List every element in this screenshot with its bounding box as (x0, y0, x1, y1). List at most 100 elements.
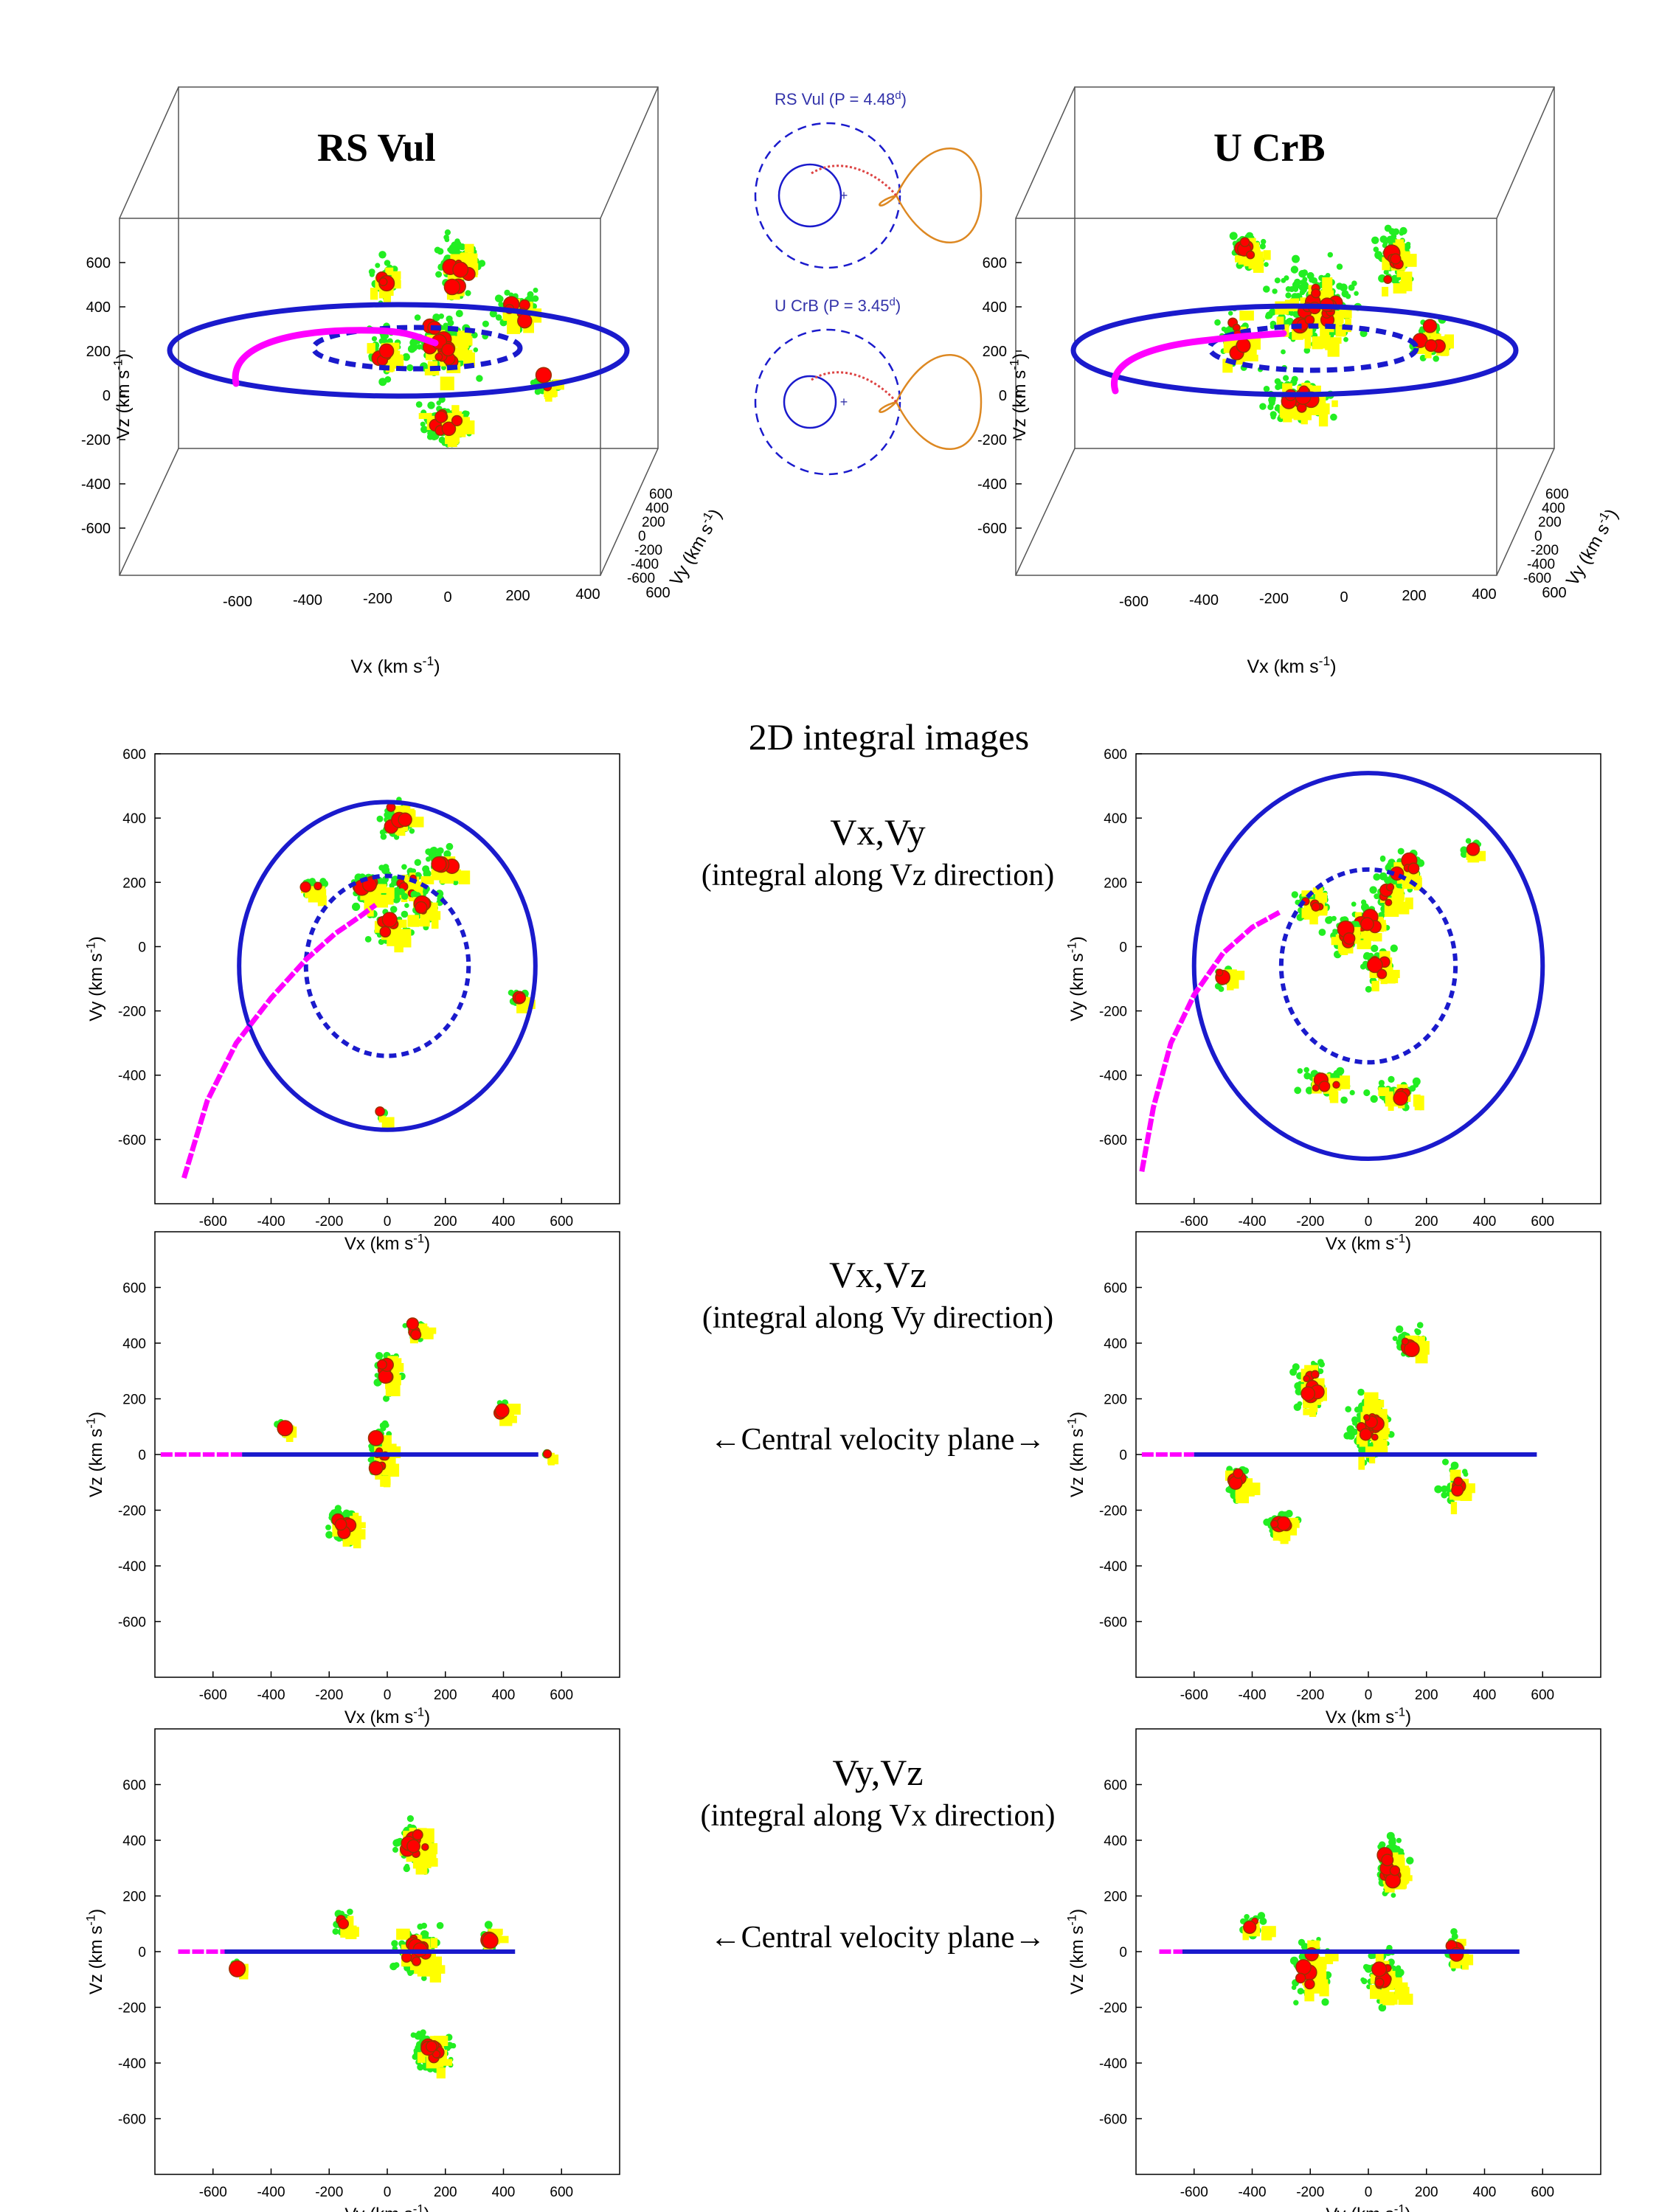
emission-dot (1348, 284, 1355, 291)
emission-patch (367, 343, 375, 354)
emission-peak (1401, 1337, 1410, 1345)
emission-dot (504, 289, 510, 296)
emission-patch (1385, 1091, 1393, 1098)
emission-patch (1229, 339, 1236, 350)
left-outer-orbit (167, 302, 630, 399)
ucrb-schematic: U CrB (P = 3.45d) + (754, 296, 983, 476)
emission-peak (401, 1952, 412, 1963)
emission-dot (1360, 1977, 1365, 1983)
x-axis-label: Vx (km s-1) (1326, 1705, 1411, 1727)
x-tick-label: 400 (1473, 1214, 1497, 1230)
emission-dot (1371, 944, 1379, 952)
emission-dot (332, 1928, 339, 1935)
emission-patch (1315, 1979, 1329, 1991)
x-tick-label: 0 (1365, 1688, 1373, 1703)
inner-orbit (303, 873, 471, 1058)
x-tick-label: -600 (1180, 1688, 1208, 1703)
emission-patch (457, 330, 470, 344)
y-tick-label: 0 (638, 529, 646, 544)
emission-dot (1274, 378, 1281, 385)
emission-patch (1365, 924, 1372, 938)
back-face (1074, 86, 1555, 449)
emission-dot (1365, 985, 1372, 993)
right-star-label: U CrB (1213, 125, 1325, 170)
y-tick-label: -600 (1099, 2112, 1127, 2128)
z-tick-label: 0 (999, 388, 1007, 404)
central-plane-arrow-label: ←Central velocity plane→ (710, 1921, 1046, 1955)
x-tick-label: -400 (257, 1214, 285, 1230)
emission-patch (342, 1532, 350, 1547)
emission-peak (1303, 1375, 1311, 1383)
emission-dot (476, 375, 483, 382)
emission-dot (423, 1931, 429, 1937)
emission-patch (1390, 1977, 1403, 1986)
emission-dot (1379, 856, 1386, 862)
emission-dot (389, 906, 398, 913)
emission-dot (402, 353, 410, 361)
emission-dot (1289, 311, 1295, 316)
emission-dot (378, 251, 387, 259)
y-tick-label: 0 (138, 1448, 146, 1463)
emission-dot (1416, 1322, 1424, 1328)
box-edge (1015, 448, 1076, 576)
z-tick-label: -600 (977, 521, 1007, 537)
emission-patch (1459, 1491, 1472, 1498)
y-tick-label: 200 (122, 1393, 146, 1408)
y-tick-label: 600 (122, 1778, 146, 1794)
y-tick-label: 0 (138, 940, 146, 955)
z-tick-label: 400 (983, 299, 1007, 316)
emission-dot (1293, 1403, 1302, 1412)
emission-dot (459, 243, 465, 249)
emission-dot (1392, 1336, 1398, 1342)
emission-patch (1240, 1488, 1249, 1502)
emission-dot (411, 868, 417, 874)
emission-dot (452, 879, 459, 886)
emission-dot (404, 1863, 410, 1869)
emission-dot (375, 1352, 384, 1360)
emission-patch (1235, 1491, 1243, 1499)
emission-patch (430, 1938, 438, 1948)
emission-dot (432, 313, 440, 322)
emission-peak (1246, 250, 1255, 260)
x-tick-label: 400 (492, 1214, 516, 1230)
x-tick-label: 200 (1402, 588, 1426, 604)
emission-dot (1292, 379, 1298, 385)
panel-rs-vul-vx-vy: -600 -400 -200 0 200 400 600 -600 -400 -200 0 200 40… (83, 747, 620, 1254)
emission-peak (1311, 902, 1321, 912)
left-y-axis-label-text: Vy (km s-1) (664, 505, 726, 589)
left-inner-orbit (311, 325, 523, 372)
emission-dot (1368, 1952, 1375, 1960)
emission-dot (420, 1922, 428, 1929)
emission-patch (386, 1443, 397, 1453)
emission-dot (1373, 873, 1381, 881)
emission-patch (1329, 1088, 1336, 1100)
emission-patch (1228, 980, 1239, 989)
y-tick-label: 600 (122, 747, 146, 763)
emission-patch (1250, 242, 1260, 256)
emission-dot (455, 310, 463, 318)
emission-patch (1283, 408, 1292, 423)
emission-dot (1285, 292, 1292, 299)
emission-patch (1282, 383, 1292, 392)
emission-peak (482, 1932, 499, 1949)
emission-dot (1390, 944, 1399, 952)
emission-peak (415, 901, 428, 915)
y-axis-label-text: Vz (km s-1) (83, 1412, 106, 1497)
emission-patch (407, 808, 415, 818)
emission-patch (1301, 908, 1308, 918)
emission-dot (1332, 929, 1339, 935)
emission-patch (1371, 980, 1379, 992)
x-tick-label: 600 (1542, 585, 1566, 601)
emission-peak (451, 415, 463, 427)
left-3d-emission (367, 229, 564, 448)
y-axis-label-text: Vy (km s-1) (1064, 936, 1087, 1021)
emission-peak (412, 1829, 423, 1841)
x-tick-label: 400 (575, 586, 600, 603)
emission-patch (1304, 1987, 1315, 2002)
emission-dot (384, 811, 390, 819)
y-axis-label-text: Vz (km s-1) (83, 1909, 106, 1994)
emission-dot (415, 401, 423, 408)
y-tick-label: 400 (1542, 501, 1565, 516)
